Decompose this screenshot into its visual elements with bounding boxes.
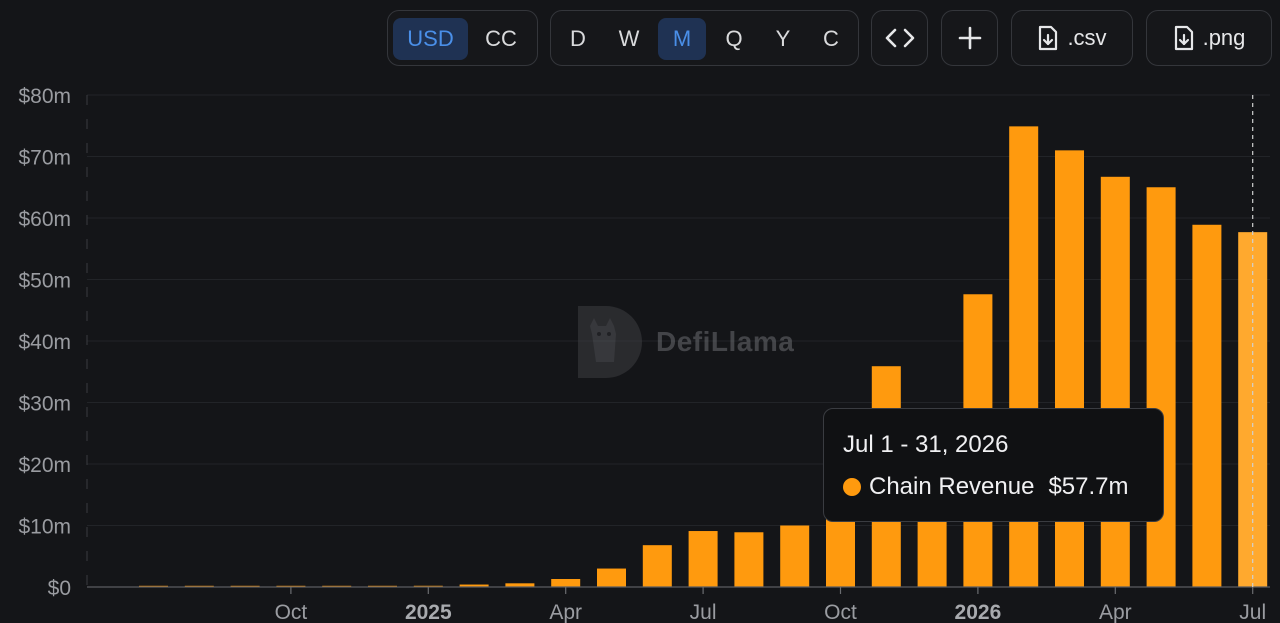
y-tick-label: $40m — [18, 331, 71, 354]
bar-2025-09[interactable] — [780, 525, 810, 588]
x-tick-label: Jul — [1239, 601, 1266, 623]
currency-toggle: USD CC — [387, 10, 538, 66]
tooltip-row: Chain Revenue $57.7m — [843, 473, 1163, 501]
y-tick-label: $80m — [18, 85, 71, 108]
y-tick-label: $30m — [18, 393, 71, 416]
embed-button[interactable] — [871, 10, 928, 66]
png-label: .png — [1202, 25, 1246, 50]
x-tick-label: Apr — [549, 601, 582, 623]
period-d-button[interactable]: D — [570, 26, 586, 51]
bar-2025-01[interactable] — [413, 585, 443, 587]
download-png-button[interactable]: .png — [1146, 10, 1272, 66]
x-tick-label: Jul — [690, 601, 717, 623]
tooltip-series-name: Chain Revenue — [869, 473, 1035, 500]
bar-2026-06[interactable] — [1192, 224, 1222, 587]
csv-label: .csv — [1067, 25, 1107, 50]
x-tick-label: Oct — [824, 601, 857, 623]
file-download-icon — [1039, 25, 1058, 51]
add-button[interactable] — [941, 10, 998, 66]
currency-cc-button[interactable]: CC — [485, 26, 517, 51]
chart-tooltip: Jul 1 - 31, 2026 Chain Revenue $57.7m — [823, 408, 1164, 522]
tooltip-date: Jul 1 - 31, 2026 — [843, 431, 1009, 458]
watermark-text: DefiLlama — [656, 326, 795, 357]
period-c-button[interactable]: C — [823, 26, 839, 51]
x-tick-label: Apr — [1099, 601, 1132, 623]
period-toggle: D W M Q Y C — [550, 10, 859, 66]
period-w-button[interactable]: W — [618, 26, 640, 51]
y-tick-label: $70m — [18, 147, 71, 170]
y-axis: $0 $10m $20m $30m $40m $50m $60m $70m $80m — [18, 85, 88, 600]
period-y-button[interactable]: Y — [775, 26, 791, 51]
file-download-icon — [1174, 25, 1193, 51]
bar-2026-05[interactable] — [1146, 187, 1176, 587]
bar-2025-04[interactable] — [551, 579, 581, 587]
currency-usd-button[interactable]: USD — [393, 18, 468, 60]
x-tick-label: Oct — [275, 601, 308, 623]
x-tick-label: 2025 — [405, 601, 452, 623]
bar-2025-02[interactable] — [459, 584, 489, 587]
llama-logo-icon — [578, 306, 642, 378]
bar-2025-07[interactable] — [688, 531, 718, 587]
x-axis: Oct 2025 Apr Jul Oct 2026 Apr Jul — [87, 586, 1270, 623]
x-tick-label: 2026 — [955, 601, 1002, 623]
period-m-button[interactable]: M — [658, 18, 706, 60]
bar-2026-04[interactable] — [1100, 176, 1130, 588]
series-color-dot — [843, 478, 861, 496]
bar-2025-06[interactable] — [642, 545, 672, 587]
bar-2025-08[interactable] — [734, 532, 764, 587]
defillama-watermark: DefiLlama — [576, 304, 794, 380]
y-tick-label: $0 — [48, 577, 71, 600]
download-csv-button[interactable]: .csv — [1011, 10, 1133, 66]
y-tick-label: $60m — [18, 208, 71, 231]
code-icon — [885, 28, 914, 48]
bar-2025-03[interactable] — [505, 583, 535, 587]
y-tick-label: $50m — [18, 270, 71, 293]
period-q-button[interactable]: Q — [725, 26, 743, 51]
y-tick-label: $10m — [18, 516, 71, 539]
chart-toolbar: USD CC D W M Q Y C .csv — [0, 10, 1280, 68]
bar-2025-05[interactable] — [597, 568, 626, 587]
y-tick-label: $20m — [18, 454, 71, 477]
plus-icon — [958, 26, 981, 50]
tooltip-value: $57.7m — [1048, 473, 1129, 500]
